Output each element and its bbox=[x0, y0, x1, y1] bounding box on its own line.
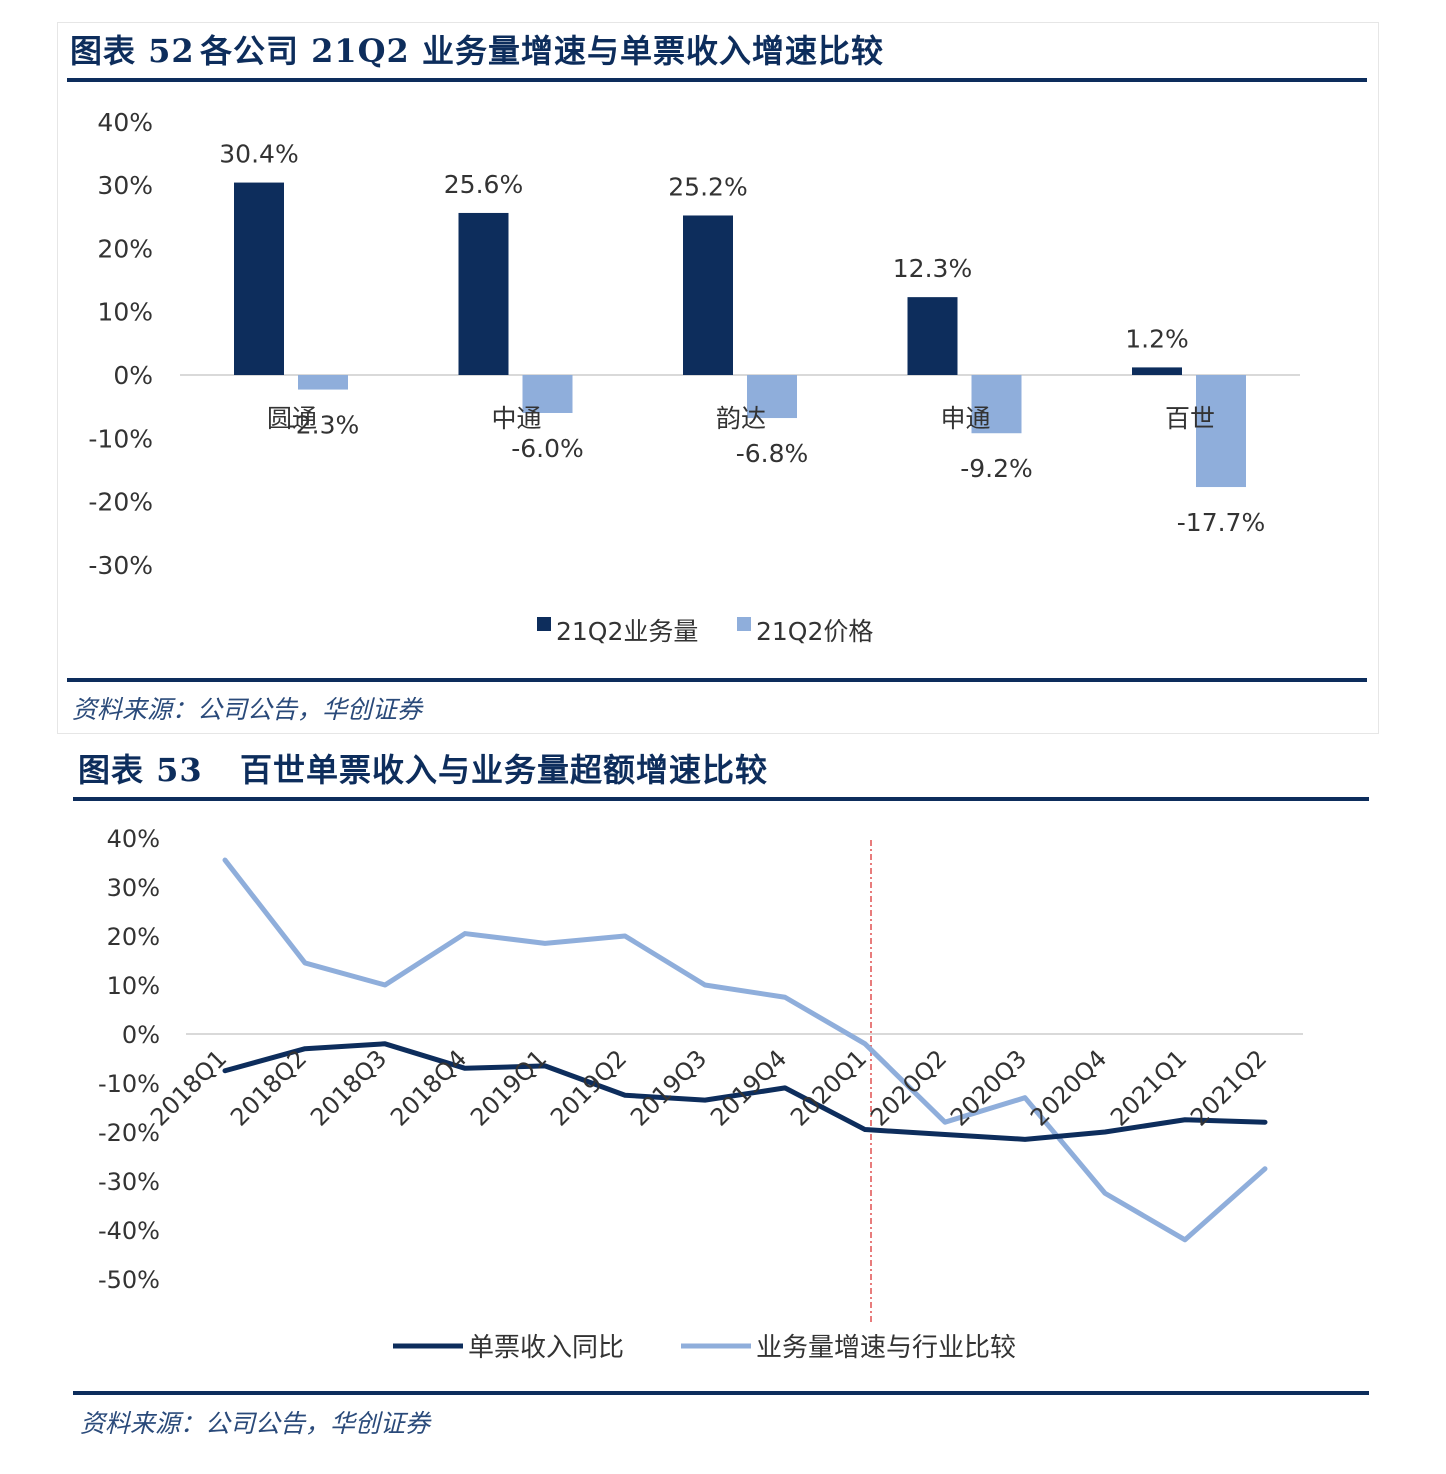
figure-53-number: 图表 53 bbox=[78, 751, 203, 789]
bar-price bbox=[298, 375, 348, 390]
y-tick-label: 20% bbox=[97, 234, 153, 263]
bar-volume bbox=[683, 215, 733, 375]
figure-53-source: 资料来源：公司公告，华创证券 bbox=[80, 1409, 431, 1438]
figure-52-top-rule bbox=[67, 78, 1367, 82]
y-tick-label: -10% bbox=[98, 1070, 160, 1098]
figure-53-title: 图表 53 百世单票收入与业务量超额增速比较 bbox=[78, 745, 768, 791]
figure-53-bottom-rule bbox=[73, 1391, 1369, 1395]
figure-53-top-rule bbox=[73, 797, 1369, 801]
y-tick-label: -50% bbox=[98, 1266, 160, 1294]
bar-volume bbox=[234, 182, 284, 375]
y-tick-label: -10% bbox=[88, 424, 153, 453]
x-tick-label: 2020Q3 bbox=[945, 1044, 1032, 1131]
bar-data-label: -2.3% bbox=[287, 411, 360, 440]
figure-52-bottom-rule bbox=[67, 678, 1367, 682]
legend-swatch-price bbox=[737, 617, 751, 631]
y-tick-label: 10% bbox=[97, 298, 153, 327]
category-label: 圆通 bbox=[267, 404, 317, 433]
figure-52-caption: 各公司 21Q2 业务量增速与单票收入增速比较 bbox=[200, 32, 884, 70]
bar-data-label: 12.3% bbox=[893, 254, 972, 283]
bar-price bbox=[971, 375, 1022, 434]
x-tick-label: 2020Q4 bbox=[1025, 1044, 1112, 1131]
y-tick-label: 40% bbox=[107, 825, 160, 853]
x-tick-label: 2019Q2 bbox=[545, 1044, 632, 1131]
bar-volume bbox=[458, 212, 509, 375]
figure-53-caption: 百世单票收入与业务量超额增速比较 bbox=[240, 751, 769, 789]
y-tick-label: 10% bbox=[107, 972, 160, 1000]
legend-label-volume-vs-industry: 业务量增速与行业比较 bbox=[756, 1333, 1016, 1363]
bar-data-label: -17.7% bbox=[1177, 508, 1265, 537]
category-label: 百世 bbox=[1165, 404, 1215, 433]
bar-data-label: 30.4% bbox=[219, 140, 298, 169]
bar-data-label: -9.2% bbox=[960, 454, 1033, 483]
figure-52-source: 资料来源：公司公告，华创证券 bbox=[72, 695, 423, 724]
y-tick-label: -20% bbox=[88, 488, 153, 517]
bar-volume bbox=[1132, 367, 1182, 375]
legend-label-price: 21Q2价格 bbox=[756, 617, 873, 646]
x-tick-label: 2021Q2 bbox=[1185, 1044, 1272, 1131]
bar-data-label: -6.8% bbox=[736, 439, 809, 468]
y-tick-label: -20% bbox=[98, 1119, 160, 1147]
legend-label-volume: 21Q2业务量 bbox=[556, 617, 698, 646]
y-tick-label: -30% bbox=[98, 1168, 160, 1196]
bar-chart-company-comparison: 40% 30% 20% 10% 0% -10% -20% -30% 30.4% -2.3%圆通 25… bbox=[88, 108, 1300, 646]
figure-52-number: 图表 52 bbox=[70, 32, 195, 70]
bar-price bbox=[747, 375, 797, 419]
y-tick-label: 20% bbox=[107, 923, 160, 951]
category-label: 申通 bbox=[940, 404, 990, 433]
y-tick-label: 40% bbox=[97, 108, 153, 137]
figure-52-title: 图表 52 各公司 21Q2 业务量增速与单票收入增速比较 bbox=[70, 26, 884, 72]
category-label: 韵达 bbox=[716, 404, 766, 433]
y-tick-label: 0% bbox=[122, 1021, 160, 1049]
series-line-unit-revenue bbox=[222, 1041, 1268, 1142]
x-tick-label: 2018Q3 bbox=[305, 1044, 392, 1131]
bar-data-label: 25.6% bbox=[444, 170, 523, 199]
x-tick-label: 2019Q3 bbox=[625, 1044, 712, 1131]
figure-52-panel bbox=[57, 22, 1379, 734]
y-tick-label: 30% bbox=[107, 874, 160, 902]
bar-volume bbox=[907, 297, 958, 375]
x-tick-label: 2020Q1 bbox=[785, 1044, 872, 1131]
category-label: 中通 bbox=[491, 404, 541, 433]
y-tick-label: 30% bbox=[97, 171, 153, 200]
y-tick-label: -30% bbox=[88, 551, 153, 580]
bar-price bbox=[522, 375, 573, 413]
legend-label-unit-revenue: 单票收入同比 bbox=[468, 1333, 624, 1363]
y-tick-label: 0% bbox=[113, 361, 153, 390]
bar-price bbox=[1196, 375, 1246, 488]
bar-data-label: 1.2% bbox=[1125, 324, 1189, 353]
legend-swatch-volume bbox=[537, 617, 551, 631]
series-line-volume-vs-industry bbox=[222, 857, 1268, 1243]
x-tick-label: 2019Q1 bbox=[465, 1044, 552, 1131]
bar-data-label: 25.2% bbox=[668, 172, 747, 201]
y-tick-label: -40% bbox=[98, 1217, 160, 1245]
bar-data-label: -6.0% bbox=[511, 434, 584, 463]
